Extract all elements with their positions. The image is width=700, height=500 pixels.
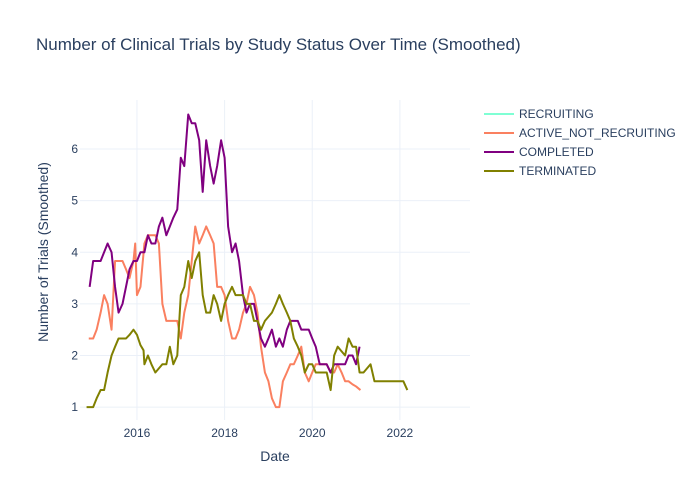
x-axis-ticks: 2016 2018 2020 2022 (124, 426, 414, 440)
x-tick-label: 2022 (387, 426, 414, 440)
legend[interactable]: RECRUITING ACTIVE_NOT_RECRUITING COMPLETED… (484, 107, 676, 178)
x-tick-label: 2018 (211, 426, 238, 440)
y-tick-label: 3 (71, 297, 78, 311)
y-tick-label: 6 (71, 142, 78, 156)
series-lines (86, 113, 409, 409)
x-tick-label: 2020 (299, 426, 326, 440)
y-tick-label: 1 (71, 400, 78, 414)
legend-label: TERMINATED (519, 164, 596, 178)
legend-label: COMPLETED (519, 145, 594, 159)
series-line-terminated[interactable] (86, 251, 409, 409)
y-tick-label: 2 (71, 348, 78, 362)
legend-label: ACTIVE_NOT_RECRUITING (519, 126, 676, 140)
legend-item-active-not-recruiting[interactable]: ACTIVE_NOT_RECRUITING (484, 126, 676, 140)
legend-label: RECRUITING (519, 107, 594, 121)
y-axis-ticks: 1 2 3 4 5 6 (71, 142, 78, 414)
series-line-completed[interactable] (88, 113, 361, 374)
y-tick-label: 4 (71, 245, 78, 259)
legend-item-completed[interactable]: COMPLETED (484, 145, 594, 159)
x-tick-label: 2016 (124, 426, 151, 440)
legend-item-terminated[interactable]: TERMINATED (484, 164, 596, 178)
y-tick-label: 5 (71, 194, 78, 208)
y-axis-title: Number of Trials (Smoothed) (35, 162, 51, 342)
chart-title: Number of Clinical Trials by Study Statu… (36, 35, 521, 54)
x-axis-title: Date (260, 448, 290, 464)
legend-item-recruiting[interactable]: RECRUITING (484, 107, 594, 121)
